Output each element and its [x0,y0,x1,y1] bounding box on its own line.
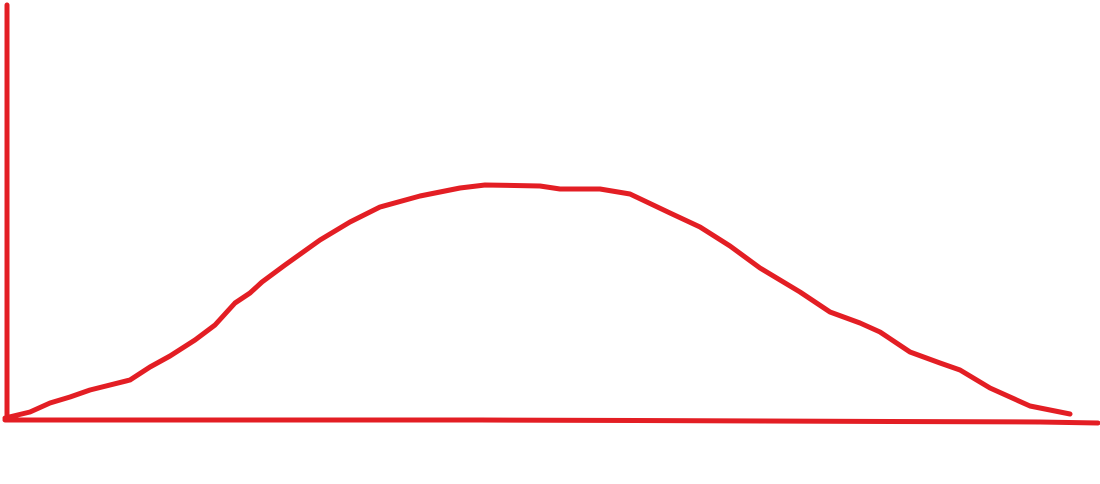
horizontal-axis [2,417,1100,426]
bell-curve [2,182,1073,421]
